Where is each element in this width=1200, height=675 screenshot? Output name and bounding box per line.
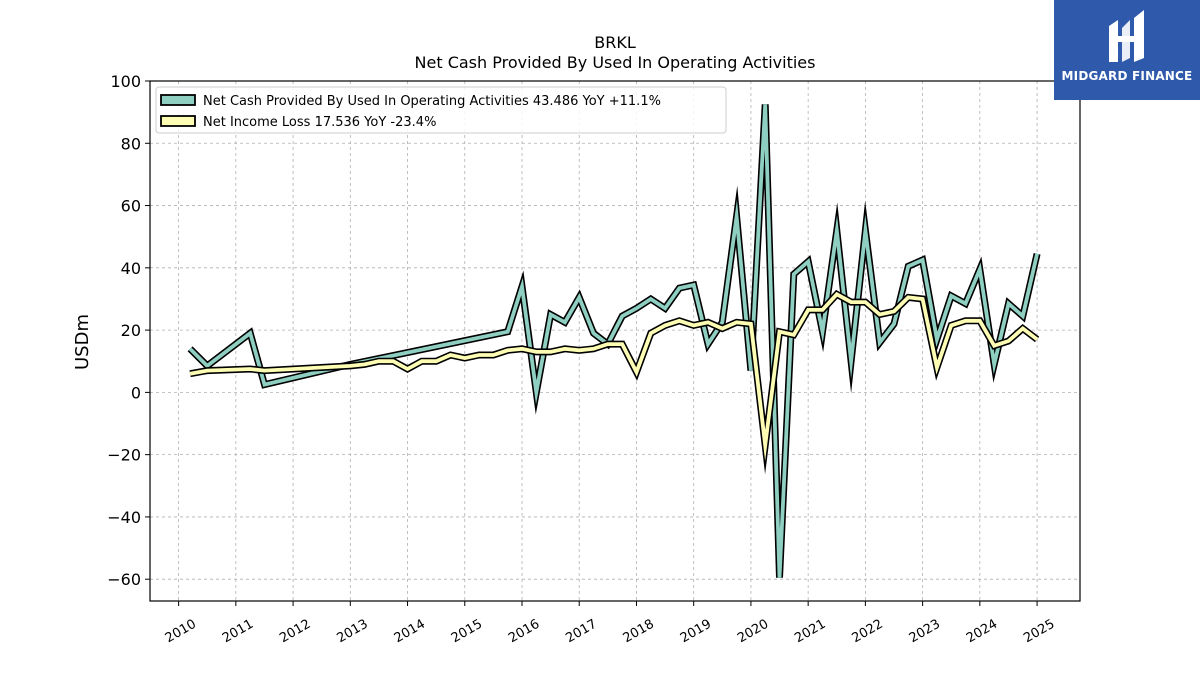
legend-swatch-1	[160, 115, 196, 127]
legend-box	[155, 86, 727, 134]
legend-entry-0: Net Cash Provided By Used In Operating A…	[203, 94, 661, 109]
y-tick-label: 60	[121, 197, 141, 216]
series-1-outline	[189, 289, 1040, 475]
plot-frame	[149, 80, 1081, 602]
series-1-line	[189, 291, 1039, 462]
x-tick-label: 2016	[506, 617, 542, 647]
legend-swatch-0	[160, 94, 196, 106]
y-tick-label: 100	[110, 72, 141, 91]
x-tick-label: 2017	[563, 617, 599, 647]
chart-subtitle: Net Cash Provided By Used In Operating A…	[415, 53, 816, 72]
x-tick-label: 2011	[220, 617, 256, 647]
x-tick-label: 2019	[678, 617, 714, 647]
x-tick-label: 2022	[850, 617, 886, 647]
y-axis-label: USDm	[72, 314, 93, 370]
logo: MIDGARD FINANCE	[1054, 0, 1200, 100]
y-tick-label: 80	[121, 134, 141, 153]
x-tick-label: 2013	[334, 617, 370, 647]
y-tick-label: 40	[121, 259, 141, 278]
x-tick-label: 2023	[907, 617, 943, 647]
grid	[150, 80, 1080, 601]
legend-entry-1: Net Income Loss 17.536 YoY -23.4%	[203, 115, 436, 130]
x-tick-label: 2018	[621, 617, 657, 647]
x-tick-label: 2010	[163, 617, 199, 647]
y-tick-label: 0	[131, 383, 141, 402]
legend: Net Cash Provided By Used In Operating A…	[155, 86, 727, 134]
series-1	[189, 289, 1040, 475]
x-tick-label: 2025	[1021, 617, 1057, 647]
series-0	[187, 104, 1041, 578]
chart-title: BRKL	[594, 33, 636, 52]
x-tick-label: 2014	[392, 617, 428, 647]
x-tick-label: 2012	[277, 617, 313, 647]
y-tick-label: −20	[107, 446, 141, 465]
y-tick-label: −60	[107, 570, 141, 589]
logo-text: MIDGARD FINANCE	[1061, 69, 1193, 83]
logo-mark-icon	[1109, 10, 1144, 62]
x-tick-label: 2024	[964, 617, 1000, 647]
y-tick-label: 20	[121, 321, 141, 340]
series-0-line	[188, 104, 1039, 578]
x-tick-label: 2020	[735, 617, 771, 647]
ticks: 100 80 60 40 20 0 −20 −40 −60 2010 2011 2012 2013 201…	[107, 72, 1057, 646]
y-tick-label: −40	[107, 508, 141, 527]
x-tick-label: 2021	[792, 617, 828, 647]
series-layer	[187, 104, 1041, 578]
x-tick-label: 2015	[449, 617, 485, 647]
